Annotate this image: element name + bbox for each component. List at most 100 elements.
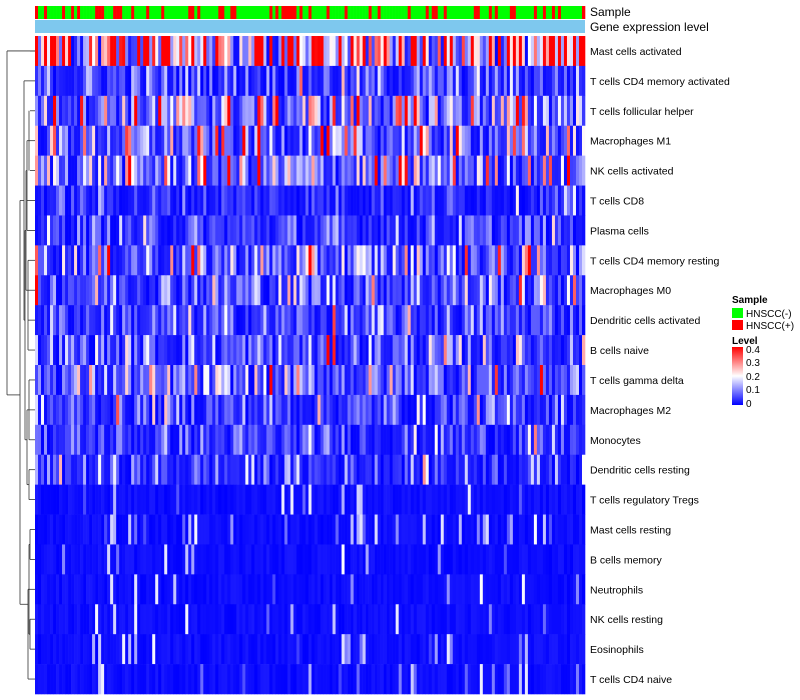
heatmap-cell [428,125,433,156]
heatmap-cell [470,574,475,605]
heatmap-cell [410,604,414,635]
heatmap-cell [92,454,96,485]
heatmap-cell [248,245,252,276]
heatmap-cell [290,305,294,336]
heatmap-cell [464,95,469,127]
heatmap-cell [353,275,357,306]
heatmap-cell [155,36,159,67]
heatmap-cell [101,185,105,216]
heatmap-cell [410,125,414,156]
heatmap-cell [290,634,294,665]
heatmap-cell [44,305,48,336]
heatmap-cell [104,664,108,695]
heatmap-cell [407,514,411,545]
heatmap-cell [323,155,327,186]
heatmap-cell [140,454,144,485]
heatmap-cell [167,36,171,67]
heatmap-cell [449,275,454,306]
heatmap-cell [140,484,144,515]
legend-label-hnscc-pos: HNSCC(+) [746,321,794,332]
heatmap-cell [77,65,81,97]
heatmap-cell [197,604,201,635]
heatmap-cell [128,544,132,575]
heatmap-cell [101,36,105,67]
heatmap-cell [92,305,96,336]
heatmap-cell [575,664,580,695]
heatmap-cell [335,424,339,456]
heatmap-cell [320,544,324,575]
heatmap-cell [572,454,577,485]
heatmap-cell [506,65,511,97]
heatmap-cell [443,604,448,635]
heatmap-cell [296,305,300,336]
heatmap-cell [548,544,553,575]
heatmap-cell [221,365,225,396]
heatmap-cell [44,484,48,515]
heatmap-cell [404,484,408,515]
heatmap-cell [149,155,153,186]
sample-cell [101,6,105,19]
heatmap-cell [317,604,321,635]
heatmap-cell [338,365,342,396]
heatmap-cell [230,36,234,67]
heatmap-cell [137,634,141,665]
heatmap-cell [524,424,529,456]
heatmap-cell [173,424,177,456]
heatmap-cell [245,65,249,97]
heatmap-cell [158,634,162,665]
heatmap-cell [287,215,291,246]
heatmap-cell [467,424,472,456]
heatmap-cell [521,574,526,605]
heatmap-cell [212,514,216,545]
heatmap-cell [482,394,487,426]
heatmap-cell [389,215,393,246]
heatmap-cell [194,185,198,216]
heatmap-cell [200,275,204,306]
heatmap-cell [245,215,249,246]
heatmap-cell [356,424,360,456]
heatmap-cell [494,365,499,396]
heatmap-cell [239,424,243,456]
heatmap-cell [110,335,114,366]
heatmap-cell [251,305,255,336]
heatmap-cell [296,424,300,456]
heatmap-cell [218,305,222,336]
heatmap-cell [407,36,411,67]
heatmap-cell [416,275,420,306]
heatmap-cell [377,604,381,635]
heatmap-cell [104,95,108,127]
heatmap-cell [467,335,472,366]
heatmap-cell [362,484,366,515]
heatmap-cell [62,125,66,156]
heatmap-cell [260,664,264,695]
heatmap-cell [224,36,228,67]
heatmap-cell [404,424,408,456]
heatmap-cell [353,484,357,515]
heatmap-cell [530,484,535,515]
heatmap-cell [134,574,138,605]
heatmap-cell [488,544,493,575]
heatmap-cell [308,574,312,605]
heatmap-cell [221,424,225,456]
heatmap-cell [506,305,511,336]
heatmap-cell [371,454,375,485]
heatmap-cell [341,454,345,485]
heatmap-cell [581,604,586,635]
heatmap-cell [473,245,478,276]
heatmap-cell [134,604,138,635]
heatmap-cell [494,484,499,515]
heatmap-cell [86,245,90,276]
heatmap-cell [206,335,210,366]
heatmap-cell [371,664,375,695]
heatmap-cell [92,514,96,545]
heatmap-cell [200,394,204,426]
heatmap-cell [410,275,414,306]
heatmap-cell [431,305,436,336]
heatmap-cell [248,185,252,216]
heatmap-cell [485,544,490,575]
heatmap-cell [389,544,393,575]
heatmap-cell [254,215,258,246]
sample-cell [299,6,303,19]
heatmap-cell [116,514,120,545]
heatmap-cell [86,305,90,336]
